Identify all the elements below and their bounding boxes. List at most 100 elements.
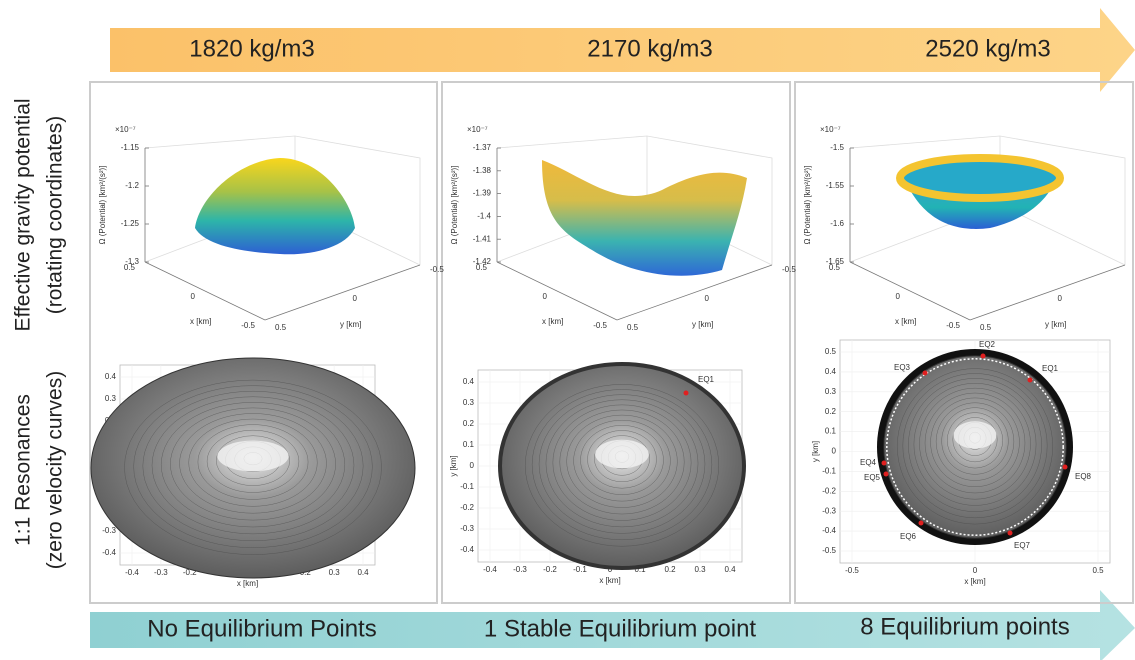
equilibrium-point [882, 461, 887, 466]
y-tick-label: 0 [705, 294, 710, 303]
row-label: (rotating coordinates) [44, 116, 67, 314]
equilibrium-point [981, 354, 986, 359]
y-tick-label: -0.5 [782, 265, 796, 274]
equilibrium-label: 1 Stable Equilibrium point [484, 615, 756, 642]
equilibrium-label: EQ4 [860, 458, 877, 467]
potential-rim [900, 158, 1060, 198]
y-tick-label: -0.4 [822, 526, 836, 535]
z-tick-label: -1.41 [473, 234, 492, 243]
x-tick-label: 0.2 [664, 565, 676, 574]
figure: 1820 kg/m3 2170 kg/m3 2520 kg/m3 No Equi… [0, 0, 1135, 660]
y-axis-label: y [km] [449, 455, 458, 476]
x-tick-label: -0.5 [845, 566, 859, 575]
equilibrium-label: EQ2 [979, 340, 996, 349]
y-tick-label: -0.1 [460, 482, 474, 491]
y-tick-label: -0.4 [460, 545, 474, 554]
equilibrium-point [1063, 465, 1068, 470]
x-axis-label: x [km] [964, 577, 985, 586]
z-tick-label: -1.25 [121, 219, 140, 228]
y-tick-label: -0.2 [822, 486, 836, 495]
row-label: Effective gravity potential [12, 98, 35, 331]
equilibrium-label: 8 Equilibrium points [860, 613, 1069, 640]
z-tick-label: -1.55 [826, 181, 845, 190]
y-axis-label: y [km] [811, 441, 820, 462]
equilibrium-point [884, 472, 889, 477]
equilibrium-point [1008, 531, 1013, 536]
axis-line [497, 262, 617, 320]
x-tick-label: -0.2 [543, 565, 557, 574]
y-tick-label: 0.3 [825, 387, 837, 396]
y-tick-label: 0 [470, 461, 475, 470]
potential-surface [195, 158, 355, 254]
z-axis-label: Ω (Potential) [km²/(s²)] [450, 166, 459, 245]
z-tick-label: -1.15 [121, 143, 140, 152]
equilibrium-label: EQ5 [864, 473, 881, 482]
density-label: 1820 kg/m3 [189, 35, 314, 62]
y-tick-label: 0.1 [825, 427, 837, 436]
y-tick-label: 0.2 [463, 419, 475, 428]
y-tick-label: 0.2 [825, 407, 837, 416]
y-tick-label: 0.4 [825, 367, 837, 376]
equilibrium-label: EQ3 [894, 363, 911, 372]
bright-spot [217, 441, 288, 472]
x-tick-label: -0.5 [593, 321, 607, 330]
z-tick-label: -1.2 [125, 181, 139, 190]
x-tick-label: -0.5 [241, 321, 255, 330]
axis-line [145, 262, 265, 320]
y-tick-label: 0.5 [275, 323, 287, 332]
z-tick-label: -1.5 [830, 143, 844, 152]
bright-spot [953, 421, 996, 448]
x-tick-label: 0.5 [829, 263, 841, 272]
exponent: ×10⁻⁷ [467, 125, 488, 134]
z-tick-label: -1.39 [473, 189, 492, 198]
equilibrium-point [684, 391, 689, 396]
x-tick-label: -0.4 [483, 565, 497, 574]
y-tick-label: 0.1 [463, 440, 475, 449]
x-axis-label: x [km] [895, 317, 916, 326]
axis-line [265, 265, 420, 320]
x-tick-label: -0.4 [125, 568, 139, 577]
x-tick-label: 0.3 [329, 568, 341, 577]
y-tick-label: -0.3 [102, 526, 116, 535]
y-tick-label: 0.4 [105, 372, 117, 381]
equilibrium-label: EQ1 [1042, 364, 1059, 373]
x-tick-label: 0 [973, 566, 978, 575]
y-tick-label: 0.4 [463, 377, 475, 386]
row-label: (zero velocity curves) [44, 371, 67, 569]
z-tick-label: -1.6 [830, 219, 844, 228]
equilibrium-label: No Equilibrium Points [147, 615, 376, 642]
z-tick-label: -1.38 [473, 166, 492, 175]
y-axis-label: y [km] [340, 320, 361, 329]
exponent: ×10⁻⁷ [820, 125, 841, 134]
x-axis-label: x [km] [190, 317, 211, 326]
x-axis-label: x [km] [542, 317, 563, 326]
axis-line [850, 262, 970, 320]
equilibrium-label: EQ8 [1075, 472, 1092, 481]
x-axis-label: x [km] [237, 579, 258, 588]
density-label: 2520 kg/m3 [925, 35, 1050, 62]
x-tick-label: 0.3 [694, 565, 706, 574]
x-tick-label: 0.4 [724, 565, 736, 574]
y-tick-label: -0.2 [460, 503, 474, 512]
bright-spot [595, 440, 649, 469]
x-tick-label: 0 [896, 292, 901, 301]
x-tick-label: 0.5 [1092, 566, 1104, 575]
x-tick-label: -0.1 [573, 565, 587, 574]
x-axis-label: x [km] [599, 576, 620, 585]
x-tick-label: -0.5 [946, 321, 960, 330]
y-tick-label: 0.5 [627, 323, 639, 332]
y-tick-label: -0.5 [430, 265, 444, 274]
equilibrium-label: EQ6 [900, 532, 917, 541]
y-tick-label: 0.3 [105, 394, 117, 403]
potential-surface [542, 160, 747, 276]
y-tick-label: -0.4 [102, 548, 116, 557]
equilibrium-point [923, 371, 928, 376]
y-tick-label: -0.1 [822, 467, 836, 476]
row-label: 1:1 Resonances [12, 394, 35, 546]
y-tick-label: 0 [1058, 294, 1063, 303]
x-tick-label: 0.5 [124, 263, 136, 272]
axis-line [970, 265, 1125, 320]
y-tick-label: -0.3 [822, 506, 836, 515]
density-label: 2170 kg/m3 [587, 35, 712, 62]
x-tick-label: -0.3 [513, 565, 527, 574]
